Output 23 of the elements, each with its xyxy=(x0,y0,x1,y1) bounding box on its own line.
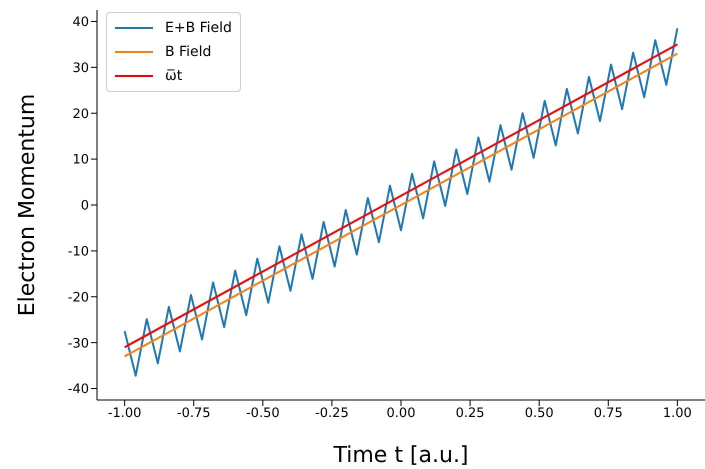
x-tick-label: 0.00 xyxy=(386,406,416,422)
legend-label: ω̅t xyxy=(165,68,182,84)
y-tick-label: -20 xyxy=(68,290,89,306)
y-axis-title: Electron Momentum xyxy=(14,94,40,316)
x-axis-title: Time t [a.u.] xyxy=(332,443,469,468)
x-tick-label: 1.00 xyxy=(662,406,692,422)
y-tick-label: -10 xyxy=(68,244,89,260)
y-tick-label: 40 xyxy=(72,15,89,30)
y-tick-label: -40 xyxy=(68,382,89,398)
x-tick-label: 0.25 xyxy=(456,406,485,422)
x-tick-label: -1.00 xyxy=(108,406,142,422)
x-tick-label: -0.50 xyxy=(246,406,280,422)
y-tick-label: 10 xyxy=(72,152,89,168)
x-tick-label: -0.25 xyxy=(315,406,349,422)
y-tick-label: 0 xyxy=(80,198,89,214)
x-tick-label: 0.50 xyxy=(524,406,554,422)
legend-label: B Field xyxy=(165,44,212,60)
legend-label: E+B Field xyxy=(165,20,232,36)
y-tick-label: -30 xyxy=(68,336,89,352)
y-tick-label: 30 xyxy=(72,60,89,76)
x-tick-label: -0.75 xyxy=(176,406,211,422)
x-tick-label: 0.75 xyxy=(594,406,623,422)
y-tick-label: 20 xyxy=(72,106,89,122)
